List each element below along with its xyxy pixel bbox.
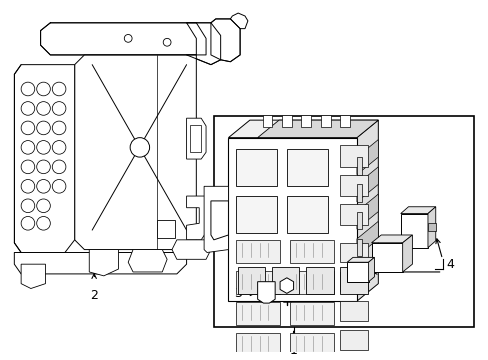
Polygon shape [186,196,210,240]
Circle shape [124,35,132,42]
Circle shape [21,140,35,154]
Polygon shape [186,118,205,159]
Polygon shape [186,23,220,65]
Circle shape [52,82,66,96]
Text: 1: 1 [289,344,297,357]
Bar [228,138,356,301]
Polygon shape [210,201,228,240]
Text: 4: 4 [446,258,453,271]
Polygon shape [257,282,275,303]
Polygon shape [21,264,45,288]
Bar [340,243,367,262]
Circle shape [52,121,66,135]
Circle shape [21,199,35,213]
Bar [236,196,277,233]
Bar [356,212,361,229]
Bar [272,267,299,294]
Circle shape [21,160,35,174]
Bar [320,115,330,127]
Circle shape [37,82,50,96]
Bar [340,204,367,225]
Text: 3: 3 [234,287,242,300]
Bar [236,240,280,263]
Bar [157,220,175,238]
Circle shape [37,216,50,230]
Polygon shape [402,235,411,272]
Circle shape [37,140,50,154]
Bar [340,301,367,321]
Polygon shape [257,120,378,138]
Circle shape [21,216,35,230]
Bar [289,333,333,357]
Polygon shape [356,167,378,202]
Bar [286,149,327,186]
Bar [346,262,368,282]
Bar [340,267,367,294]
Circle shape [163,39,171,46]
Circle shape [37,160,50,174]
Circle shape [21,102,35,115]
Circle shape [37,121,50,135]
Circle shape [52,160,66,174]
Circle shape [52,140,66,154]
Bar [213,116,473,328]
Text: 2: 2 [90,288,98,302]
Polygon shape [128,249,167,272]
Polygon shape [356,120,378,301]
Bar [289,302,333,325]
Bar [340,175,367,196]
Polygon shape [356,194,378,229]
Polygon shape [14,65,75,252]
Bar [236,333,280,357]
Polygon shape [203,186,228,252]
Bar [238,267,265,294]
Polygon shape [172,240,210,259]
Polygon shape [89,249,118,276]
Bar [301,115,310,127]
Polygon shape [371,235,411,243]
Bar [340,272,367,292]
Polygon shape [14,252,186,274]
Polygon shape [228,120,378,138]
Bar [286,196,327,233]
Polygon shape [356,221,378,256]
Polygon shape [41,23,205,55]
Bar [262,115,272,127]
Bar [236,149,277,186]
Circle shape [130,138,149,157]
Circle shape [21,121,35,135]
Circle shape [37,180,50,193]
Circle shape [21,82,35,96]
Circle shape [52,102,66,115]
Bar [356,184,361,202]
Circle shape [21,180,35,193]
Polygon shape [427,207,435,248]
Polygon shape [280,278,293,293]
Bar [427,223,435,231]
Polygon shape [210,19,240,62]
Polygon shape [346,257,374,262]
Circle shape [37,199,50,213]
Bar [356,157,361,175]
Bar [189,125,201,152]
Bar [236,302,280,325]
Polygon shape [75,55,196,249]
Bar [340,330,367,350]
Bar [236,271,280,294]
Bar [282,115,291,127]
Polygon shape [400,207,435,213]
Bar [356,239,361,256]
Bar [340,115,349,127]
Bar [400,213,427,248]
Bar [289,240,333,263]
Bar [340,145,367,167]
Bar [371,243,402,272]
Bar [289,271,333,294]
Polygon shape [356,140,378,175]
Polygon shape [368,257,374,282]
Circle shape [52,180,66,193]
Circle shape [37,102,50,115]
Bar [305,267,333,294]
